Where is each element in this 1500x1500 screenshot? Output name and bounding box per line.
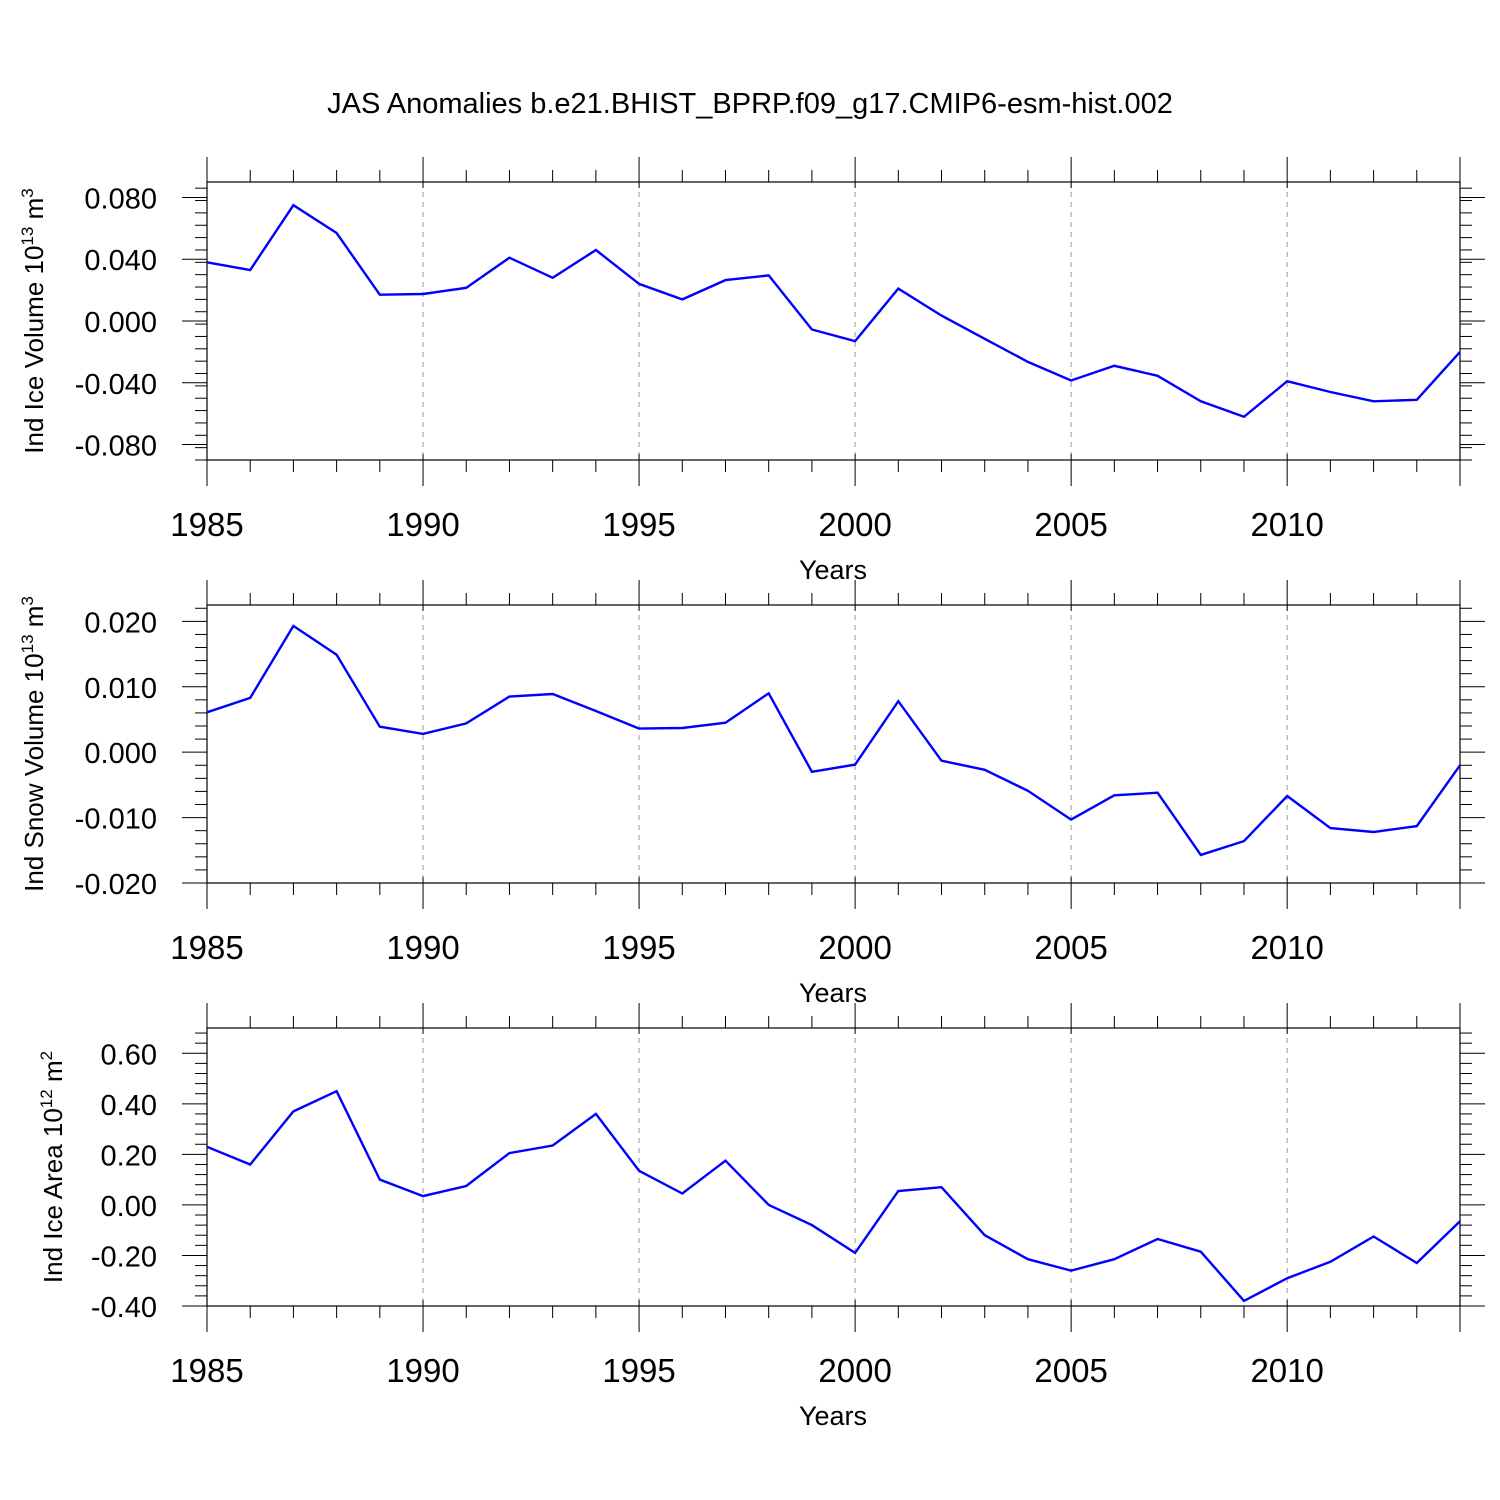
y-tick-label: 0.080 <box>84 183 157 215</box>
y-tick-label: 0.60 <box>101 1039 157 1071</box>
panel-ice-area: 0.60 0.40 0.20 0.00 -0.20 -0.40 1985 1990 1995 20… <box>37 1003 1485 1431</box>
y-tick-label: 0.40 <box>101 1090 157 1122</box>
x-tick-label: 2000 <box>818 506 891 543</box>
y-tick-label: 0.020 <box>84 607 157 639</box>
x-tick-label: 2010 <box>1250 929 1323 966</box>
panel-ice-volume: 0.080 0.040 0.000 -0.040 -0.080 1985 1990 1995 2… <box>18 157 1485 585</box>
y-tick-label: 0.000 <box>84 738 157 770</box>
y-tick-label: -0.40 <box>91 1292 157 1324</box>
y-axis-label: Ind Ice Volume 1013 m3 <box>18 188 49 453</box>
x-tick-label: 1985 <box>170 929 243 966</box>
x-tick-label: 2000 <box>818 929 891 966</box>
x-tick-label: 1985 <box>170 1352 243 1389</box>
x-tick-label: 1990 <box>386 929 459 966</box>
y-tick-label: 0.040 <box>84 245 157 277</box>
x-axis-label: Years <box>799 555 867 585</box>
y-tick-label: -0.20 <box>91 1241 157 1273</box>
x-tick-label: 1990 <box>386 1352 459 1389</box>
x-tick-label: 1995 <box>602 929 675 966</box>
y-tick-label: 0.20 <box>101 1140 157 1172</box>
y-axis-label: Ind Ice Area 1012 m2 <box>37 1051 68 1283</box>
series-line-ice-volume <box>206 203 1461 419</box>
x-tick-label: 1995 <box>602 1352 675 1389</box>
y-tick-label: 0.00 <box>101 1191 157 1223</box>
y-tick-label: -0.010 <box>75 804 157 836</box>
series-line-snow-volume <box>206 624 1461 857</box>
y-tick-label: -0.020 <box>75 869 157 901</box>
x-axis-label: Years <box>799 978 867 1008</box>
y-axis-label: Ind Snow Volume 1013 m3 <box>18 596 49 892</box>
y-tick-label: -0.040 <box>75 369 157 401</box>
x-tick-label: 1990 <box>386 506 459 543</box>
plot-frame <box>206 1027 1461 1307</box>
x-tick-label: 2000 <box>818 1352 891 1389</box>
x-axis-label: Years <box>799 1401 867 1431</box>
y-tick-label: 0.010 <box>84 673 157 705</box>
x-tick-label: 2010 <box>1250 506 1323 543</box>
plot-frame <box>206 181 1461 461</box>
figure-title: JAS Anomalies b.e21.BHIST_BPRP.f09_g17.C… <box>327 88 1173 120</box>
x-tick-label: 2005 <box>1034 506 1107 543</box>
x-tick-label: 1995 <box>602 506 675 543</box>
x-tick-label: 2005 <box>1034 929 1107 966</box>
y-tick-label: -0.080 <box>75 431 157 463</box>
y-tick-label: 0.000 <box>84 307 157 339</box>
plot-frame <box>206 604 1461 884</box>
x-tick-label: 1985 <box>170 506 243 543</box>
x-tick-label: 2005 <box>1034 1352 1107 1389</box>
panel-snow-volume: 0.020 0.010 0.000 -0.010 -0.020 1985 1990 1995 2… <box>18 580 1485 1008</box>
x-tick-label: 2010 <box>1250 1352 1323 1389</box>
series-line-ice-area <box>206 1089 1461 1303</box>
